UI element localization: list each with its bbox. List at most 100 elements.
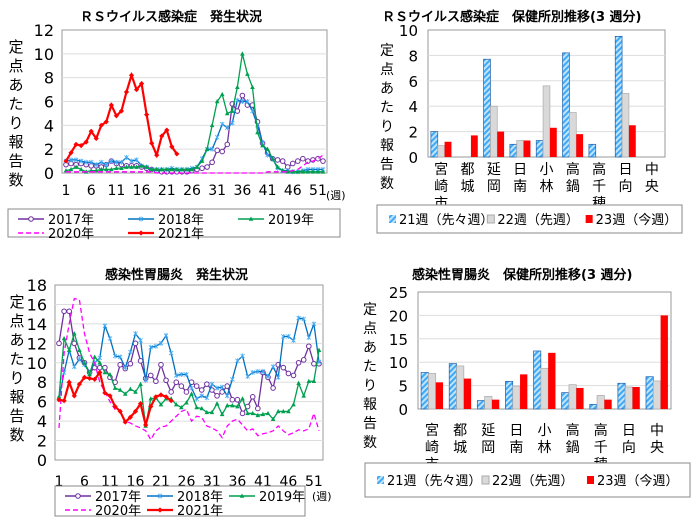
- rs-by-center-category-label: 城: [461, 179, 475, 195]
- rs-by-center-bar: [523, 140, 531, 157]
- gastro-trend-data-point: [316, 347, 322, 352]
- gastro-trend-data-point: [56, 340, 62, 347]
- gastro-trend-data-point: [204, 381, 210, 387]
- rs-trend-series-line: [66, 154, 324, 174]
- gastro-trend-y-tick-label: 16: [27, 295, 47, 314]
- gastro-trend-data-point: [77, 356, 82, 362]
- rs-by-center-category-label: 都: [461, 162, 475, 178]
- rs-trend-data-point: [209, 122, 215, 128]
- gastro-trend-data-point: [199, 405, 205, 411]
- rs-trend-data-point: [315, 169, 321, 174]
- gastro-trend-data-point: [260, 411, 266, 417]
- gastro-trend-data-point: [102, 370, 108, 375]
- gastro-trend-data-point: [128, 386, 133, 391]
- gastro-trend-data-point: [230, 403, 235, 408]
- gastro-trend-y-tick-label: 6: [37, 393, 47, 412]
- rs-trend-data-point: [224, 141, 231, 148]
- rs-by-center-y-tick-label: 2: [408, 124, 418, 142]
- rs-trend-y-axis-label: あ: [8, 76, 23, 94]
- gastro-by-center-category-label: 向: [622, 440, 636, 456]
- gastro-by-center-category-label: 高: [594, 422, 608, 439]
- gastro-by-center-legend-label: 22週（先週）: [492, 474, 574, 489]
- rs-trend-data-point: [104, 166, 109, 172]
- gastro-trend-data-point: [286, 334, 291, 340]
- rs-trend-data-point: [104, 162, 109, 168]
- rs-trend-x-tick-label: 6: [87, 183, 96, 199]
- rs-trend-data-point: [78, 142, 84, 149]
- rs-trend-data-point: [68, 150, 74, 156]
- rs-by-center-bar: [576, 134, 584, 157]
- gastro-by-center-bar: [540, 367, 549, 410]
- gastro-trend-legend-label: 2019年: [259, 490, 305, 505]
- gastro-by-center-bar: [660, 315, 668, 409]
- gastro-trend-data-point: [122, 365, 128, 371]
- rs-trend-data-point: [274, 157, 281, 163]
- rs-trend-data-point: [235, 84, 240, 89]
- rs-by-center-y-tick-label: 0: [408, 149, 418, 167]
- gastro-by-center-category-label: 崎: [425, 440, 439, 456]
- rs-by-center-bar: [444, 141, 452, 157]
- gastro-trend-data-point: [194, 396, 199, 402]
- rs-trend-legend-label: 2021年: [158, 227, 204, 242]
- gastro-trend-data-point: [281, 334, 286, 340]
- rs-trend-data-point: [189, 166, 195, 172]
- gastro-by-center-category-label: 日: [509, 423, 523, 439]
- gastro-by-center-y-axis-label: あ: [363, 340, 377, 356]
- gastro-trend-data-point: [82, 360, 87, 365]
- rs-by-center-legend-label: 22週（先週）: [497, 213, 579, 228]
- gastro-trend-data-point: [204, 409, 210, 415]
- gastro-trend-y-axis-label: 数: [9, 426, 24, 444]
- gastro-trend-data-point: [229, 396, 236, 403]
- rs-trend-data-point: [109, 158, 114, 164]
- gastro-trend-y-axis-label: あ: [9, 331, 24, 349]
- rs-by-center-category-label: 林: [540, 179, 554, 195]
- rs-by-center-category-label: 高: [566, 161, 580, 178]
- rs-by-center-y-axis-label: 数: [380, 176, 394, 192]
- rs-trend-legend: [7, 208, 341, 238]
- gastro-trend-data-point: [97, 360, 103, 365]
- rs-trend-data-point: [73, 141, 79, 147]
- gastro-trend-data-point: [92, 354, 97, 359]
- rs-by-center-bar: [542, 85, 551, 158]
- gastro-by-center-legend-label: 21週（先々週）: [387, 474, 482, 489]
- gastro-trend-data-point: [153, 343, 159, 349]
- gastro-trend-data-point: [117, 354, 123, 360]
- rs-trend-data-point: [285, 169, 291, 174]
- rs-trend-data-point: [250, 108, 255, 114]
- gastro-trend-data-point: [245, 410, 250, 416]
- rs-by-center-bar: [549, 127, 557, 157]
- rs-trend-data-point: [139, 163, 144, 168]
- gastro-by-center-bar: [476, 400, 485, 410]
- gastro-trend-data-point: [76, 381, 82, 387]
- gastro-trend-y-tick-label: 0: [37, 451, 47, 470]
- rs-by-center-bar: [535, 140, 544, 158]
- rs-trend-data-point: [138, 81, 145, 87]
- gastro-trend-data-point: [61, 335, 67, 341]
- rs-by-center-bar: [509, 143, 518, 158]
- rs-trend-y-tick-label: 2: [44, 140, 54, 159]
- chart-title-gastro-trend: 感染性胃腸炎 発生状況: [105, 268, 249, 283]
- rs-trend-legend-marker: [248, 216, 254, 221]
- gastro-trend-data-point: [199, 393, 205, 399]
- gastro-trend-data-point: [214, 393, 220, 399]
- rs-trend-data-point: [124, 164, 129, 169]
- rs-trend-data-point: [83, 139, 89, 145]
- rs-by-center-y-axis-label: あ: [380, 81, 394, 97]
- rs-trend-data-point: [134, 164, 139, 169]
- gastro-trend-data-point: [127, 360, 134, 367]
- rs-trend-data-point: [103, 119, 109, 125]
- rs-trend-data-point: [260, 143, 265, 148]
- rs-trend-data-point: [224, 110, 230, 116]
- rs-trend-x-tick-label: 31: [208, 183, 226, 199]
- gastro-trend-data-point: [235, 358, 240, 364]
- rs-trend-data-point: [159, 133, 165, 139]
- gastro-by-center-bar: [645, 376, 654, 410]
- rs-trend-data-point: [275, 164, 280, 169]
- gastro-trend-data-point: [153, 394, 159, 400]
- rs-trend-y-axis-label: た: [8, 95, 23, 113]
- gastro-trend-data-point: [214, 401, 220, 406]
- rs-trend-legend-marker: [138, 216, 144, 222]
- gastro-trend-data-point: [240, 396, 245, 401]
- gastro-trend-data-point: [143, 422, 149, 428]
- gastro-by-center-y-tick-label: 15: [389, 331, 408, 349]
